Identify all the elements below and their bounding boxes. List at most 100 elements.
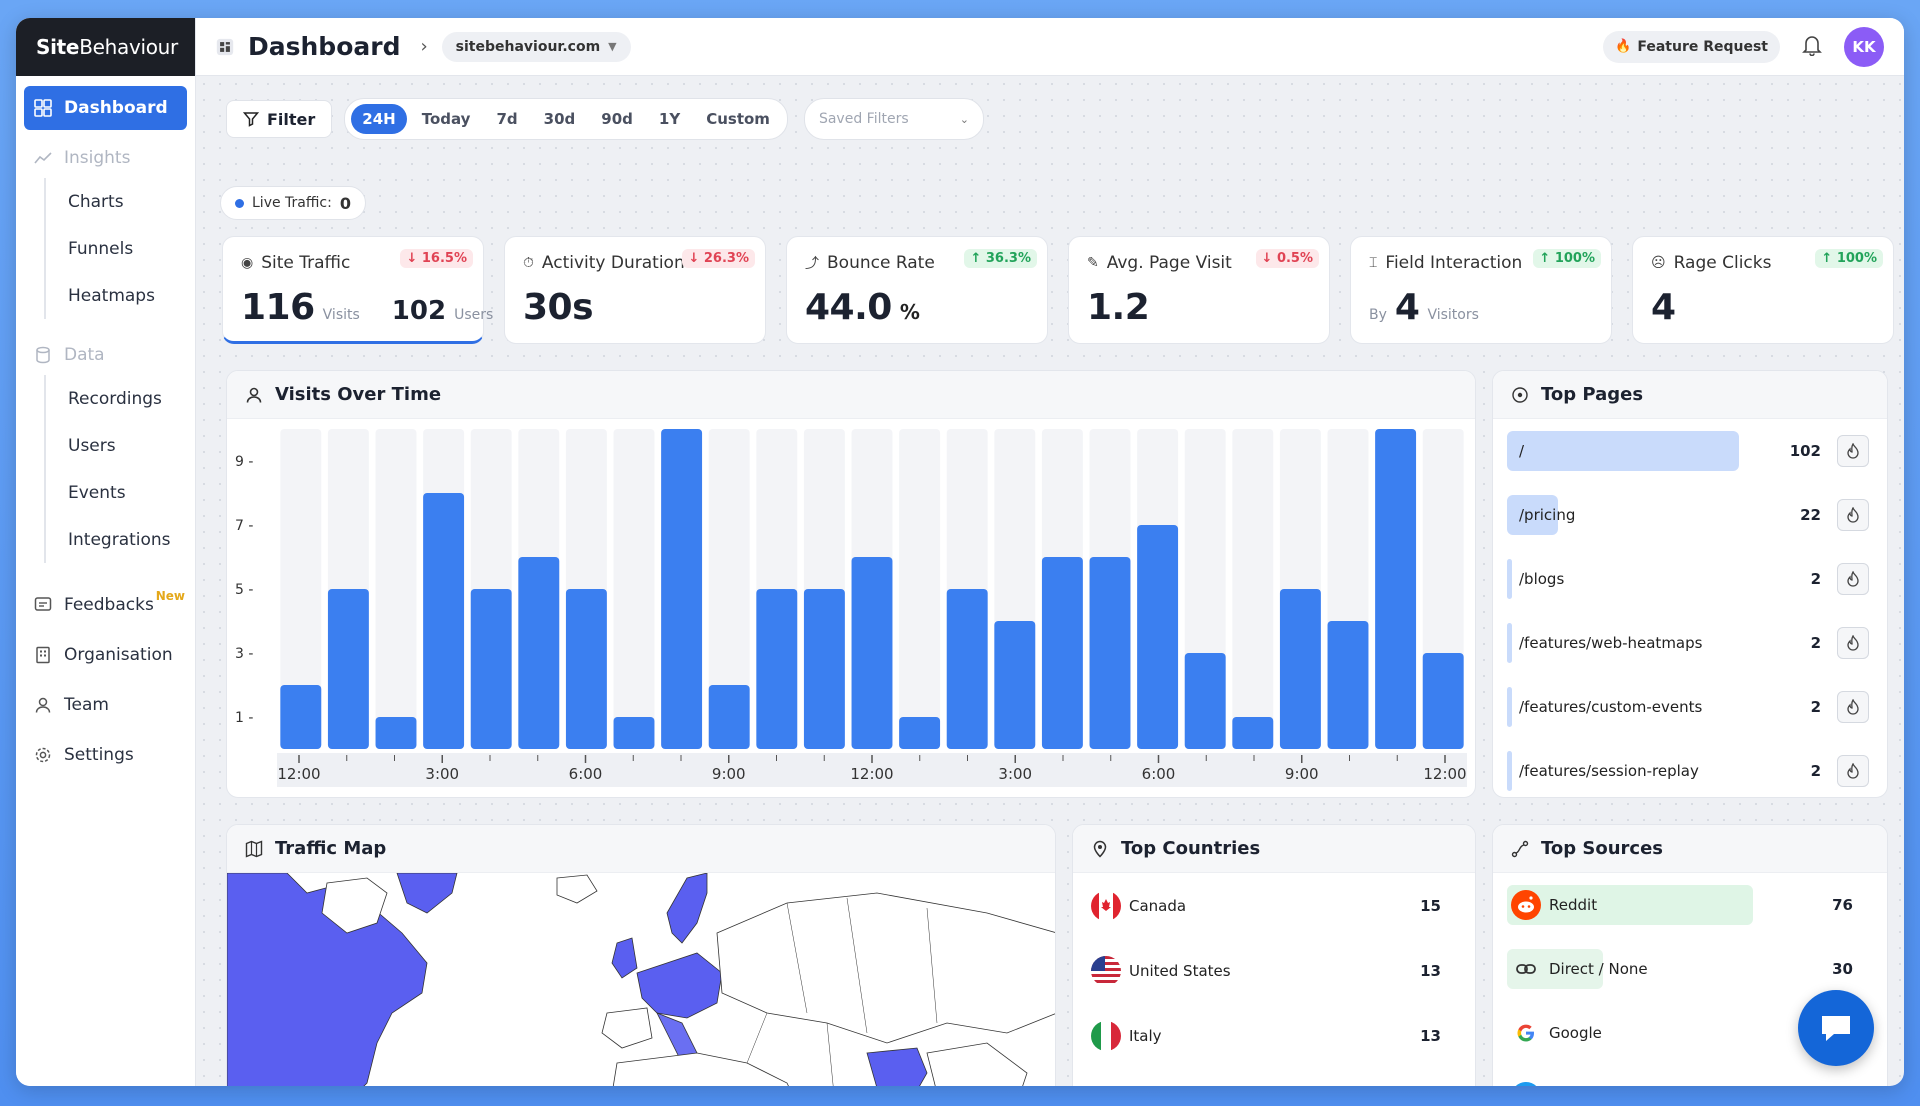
bar[interactable] — [1232, 717, 1274, 749]
kpi-card-rage-clicks[interactable]: ☹ Rage Clicks ↑ 100% 4 — [1632, 236, 1894, 344]
filter-button[interactable]: Filter — [226, 100, 333, 138]
saved-filters-placeholder: Saved Filters — [818, 111, 909, 127]
top-page-row[interactable]: /features/web-heatmaps 2 — [1493, 611, 1887, 675]
sidebar-item-feedbacks[interactable]: Feedbacks New — [24, 583, 187, 627]
chevron-down-icon: ⌄ — [959, 112, 969, 126]
kpi-card-field-interaction[interactable]: ⌶ Field Interaction ↑ 100% By 4 Visitors — [1350, 236, 1612, 344]
bell-icon[interactable] — [1802, 34, 1822, 60]
range-today[interactable]: Today — [421, 110, 471, 128]
share-bar — [1507, 885, 1753, 925]
range-1y[interactable]: 1Y — [658, 110, 681, 128]
sidebar-item-dashboard[interactable]: Dashboard — [24, 86, 187, 130]
brand-logo[interactable]: Site Behaviour — [16, 18, 195, 76]
heatmap-button[interactable] — [1837, 435, 1869, 467]
kpi-label-row: ◉ Site Traffic — [241, 253, 465, 273]
range-24h[interactable]: 24H — [351, 104, 407, 134]
bar[interactable] — [327, 589, 369, 749]
bar[interactable] — [756, 589, 798, 749]
sidebar-item-funnels[interactable]: Funnels — [46, 225, 187, 272]
north-america-region[interactable] — [227, 873, 428, 1086]
bar[interactable] — [1327, 621, 1369, 749]
range-7d[interactable]: 7d — [496, 110, 518, 128]
x-tick-label: 9:00 — [712, 765, 746, 783]
bar[interactable] — [470, 589, 512, 749]
sidebar-item-integrations[interactable]: Integrations — [46, 516, 187, 563]
country-row[interactable]: Italy 13 — [1073, 1003, 1475, 1068]
sidebar-item-settings[interactable]: Settings — [24, 733, 187, 777]
bar-track — [375, 429, 417, 749]
bar[interactable] — [423, 493, 465, 749]
range-custom[interactable]: Custom — [706, 110, 770, 128]
live-traffic-label: Live Traffic: — [252, 195, 332, 211]
bar[interactable] — [1137, 525, 1179, 749]
sidebar-item-team[interactable]: Team — [24, 683, 187, 727]
sidebar-item-recordings[interactable]: Recordings — [46, 375, 187, 422]
kpi-card-site-traffic[interactable]: ◉ Site Traffic ↓ 16.5% 116 Visits 102 Users — [222, 236, 493, 344]
country-count: 13 — [1420, 961, 1441, 980]
bar[interactable] — [1279, 589, 1321, 749]
saved-filters-dropdown[interactable]: Saved Filters ⌄ — [803, 98, 984, 140]
y-tick-label: 7 - — [235, 518, 253, 534]
top-page-row[interactable]: /pricing 22 — [1493, 483, 1887, 547]
sidebar-item-heatmaps[interactable]: Heatmaps — [46, 272, 187, 319]
bar[interactable] — [803, 589, 845, 749]
top-page-row[interactable]: / 102 — [1493, 419, 1887, 483]
heatmap-button[interactable] — [1837, 755, 1869, 787]
uk-region[interactable] — [611, 937, 638, 979]
bar[interactable] — [1041, 557, 1083, 749]
bar[interactable] — [375, 717, 417, 749]
bar[interactable] — [994, 621, 1036, 749]
bar[interactable] — [1422, 653, 1464, 749]
bar[interactable] — [565, 589, 607, 749]
sidebar-item-events[interactable]: Events — [46, 469, 187, 516]
kpi-card-avg-page-visit[interactable]: ✎ Avg. Page Visit ↓ 0.5% 1.2 — [1068, 236, 1330, 344]
top-page-row[interactable]: /features/session-replay 2 — [1493, 739, 1887, 797]
kpi-value-row: 4 — [1651, 287, 1875, 328]
sidebar-group-label: Data — [64, 345, 105, 365]
feature-request-button[interactable]: 🔥 Feature Request — [1603, 30, 1780, 63]
feedback-icon — [34, 596, 52, 614]
sidebar-item-organisation[interactable]: Organisation — [24, 633, 187, 677]
bar[interactable] — [661, 429, 703, 749]
kpi-card-bounce-rate[interactable]: ⤴ Bounce Rate ↑ 36.3% 44.0% — [786, 236, 1048, 344]
top-page-row[interactable]: /features/custom-events 2 — [1493, 675, 1887, 739]
bar[interactable] — [899, 717, 941, 749]
country-row[interactable]: Canada 15 — [1073, 873, 1475, 938]
country-row[interactable]: United States 13 — [1073, 938, 1475, 1003]
bar[interactable] — [851, 557, 893, 749]
india-region[interactable] — [866, 1047, 928, 1086]
source-row[interactable]: Direct / None 30 — [1493, 937, 1887, 1001]
kpi-delta-value: 26.3% — [703, 251, 749, 266]
europe-region[interactable] — [636, 952, 723, 1019]
heatmap-button[interactable] — [1837, 691, 1869, 723]
bar[interactable] — [1184, 653, 1226, 749]
bar[interactable] — [946, 589, 988, 749]
bar[interactable] — [708, 685, 750, 749]
kpi-card-activity-duration[interactable]: ⏱ Activity Duration ↓ 26.3% 30s — [504, 236, 766, 344]
range-90d[interactable]: 90d — [601, 110, 633, 128]
bar[interactable] — [613, 717, 655, 749]
domain-selector[interactable]: sitebehaviour.com ▼ — [441, 31, 631, 62]
top-page-row[interactable]: /blogs 2 — [1493, 547, 1887, 611]
heatmap-button[interactable] — [1837, 563, 1869, 595]
heatmap-button[interactable] — [1837, 499, 1869, 531]
bar[interactable] — [1089, 557, 1131, 749]
card-title: Top Sources — [1541, 838, 1664, 859]
source-row[interactable]: Twitter2 — [1493, 1065, 1887, 1086]
sidebar-item-label: Integrations — [68, 529, 171, 550]
sidebar-item-label: Heatmaps — [68, 285, 155, 306]
bar[interactable] — [518, 557, 560, 749]
kpi-value-row: 44.0% — [805, 287, 1029, 328]
bar[interactable] — [280, 685, 322, 749]
bar[interactable] — [1375, 429, 1417, 749]
scandinavia-region[interactable] — [666, 873, 708, 944]
heatmap-button[interactable] — [1837, 627, 1869, 659]
sidebar-item-charts[interactable]: Charts — [46, 178, 187, 225]
eye-icon: ◉ — [241, 255, 254, 271]
source-row[interactable]: Google — [1493, 1001, 1887, 1065]
source-row[interactable]: Reddit 76 — [1493, 873, 1887, 937]
avatar[interactable]: KK — [1844, 26, 1884, 67]
range-30d[interactable]: 30d — [543, 110, 576, 128]
sidebar-item-users[interactable]: Users — [46, 422, 187, 469]
chat-button[interactable] — [1798, 990, 1874, 1066]
